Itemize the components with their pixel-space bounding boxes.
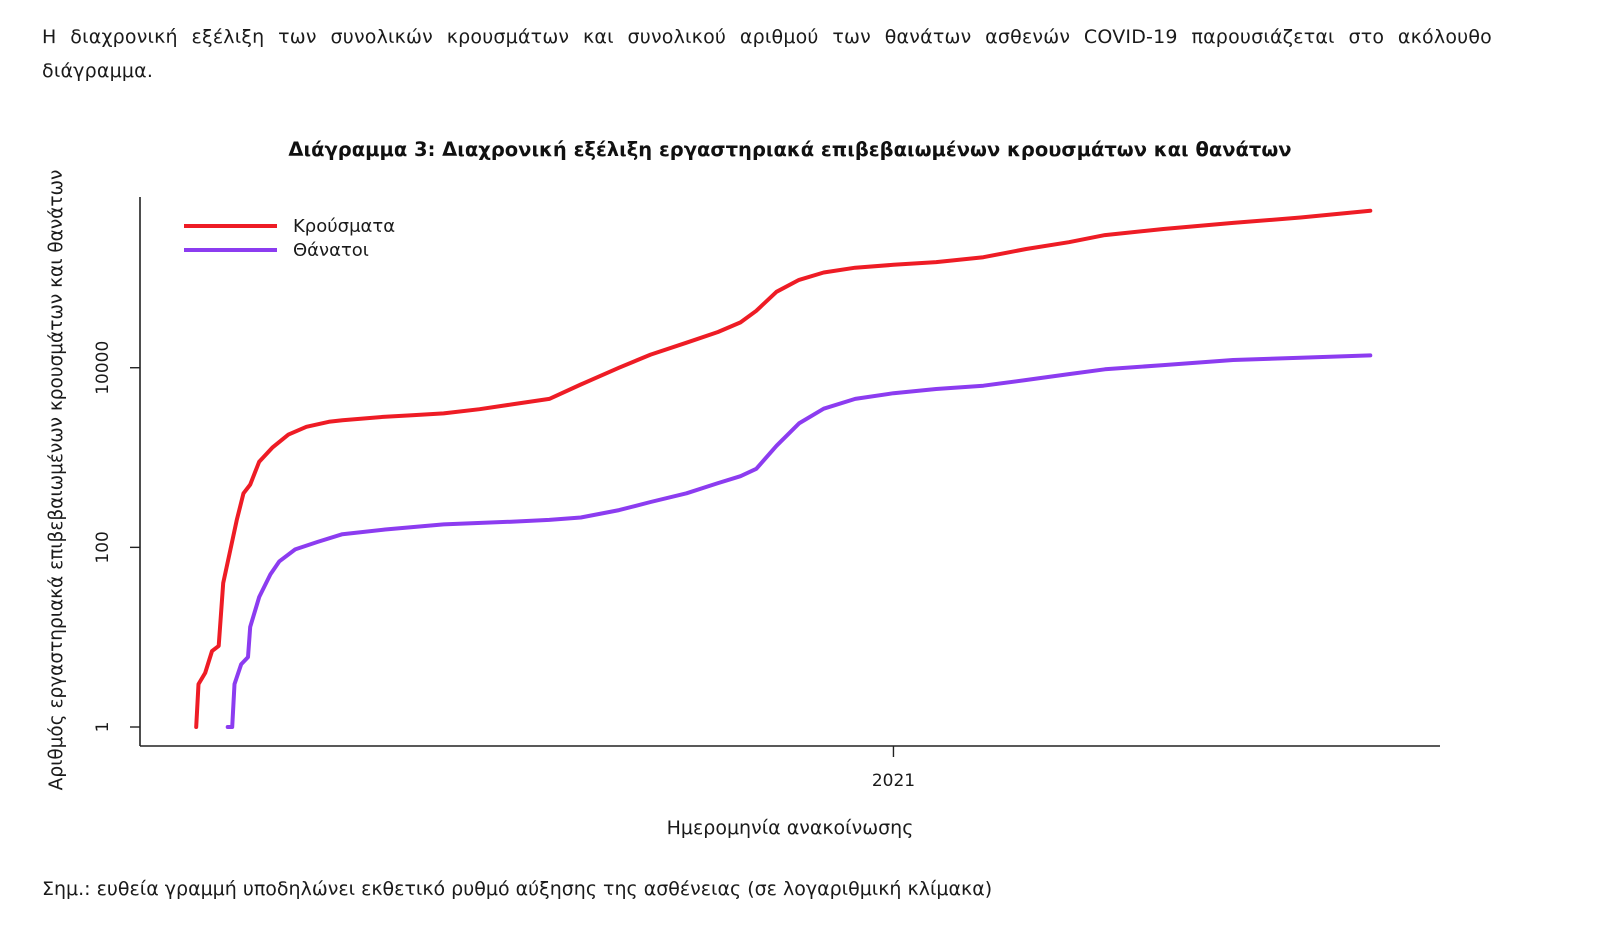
y-tick-label: 10000 [93,341,113,395]
series-line-2 [225,353,1373,729]
footnote: Σημ.: ευθεία γραμμή υποδηλώνει εκθετικό … [42,878,993,900]
y-tick-label: 100 [93,531,113,563]
x-axis-label: Ημερομηνία ανακοίνωσης [667,817,914,839]
axes: 1 100 10000 2021 Ημερομηνία ανακοίνωσης Αριθμ… [46,170,1440,839]
legend: Κρούσματα Θάνατοι [184,216,395,261]
series-line-1 [194,208,1373,729]
x-tick-label: 2021 [872,771,915,791]
legend-label-2: Θάνατοι [293,240,369,261]
series-lines [194,208,1373,729]
chart-title: Διάγραμμα 3: Διαχρονική εξέλιξη εργαστηρ… [288,138,1292,161]
intro-paragraph: Η διαχρονική εξέλιξη των συνολικών κρουσ… [42,26,1492,82]
y-axis-label: Αριθμός εργαστηριακά επιβεβαιωμένων κρου… [46,170,67,791]
y-tick-label: 1 [93,722,113,733]
legend-label-1: Κρούσματα [293,216,395,237]
